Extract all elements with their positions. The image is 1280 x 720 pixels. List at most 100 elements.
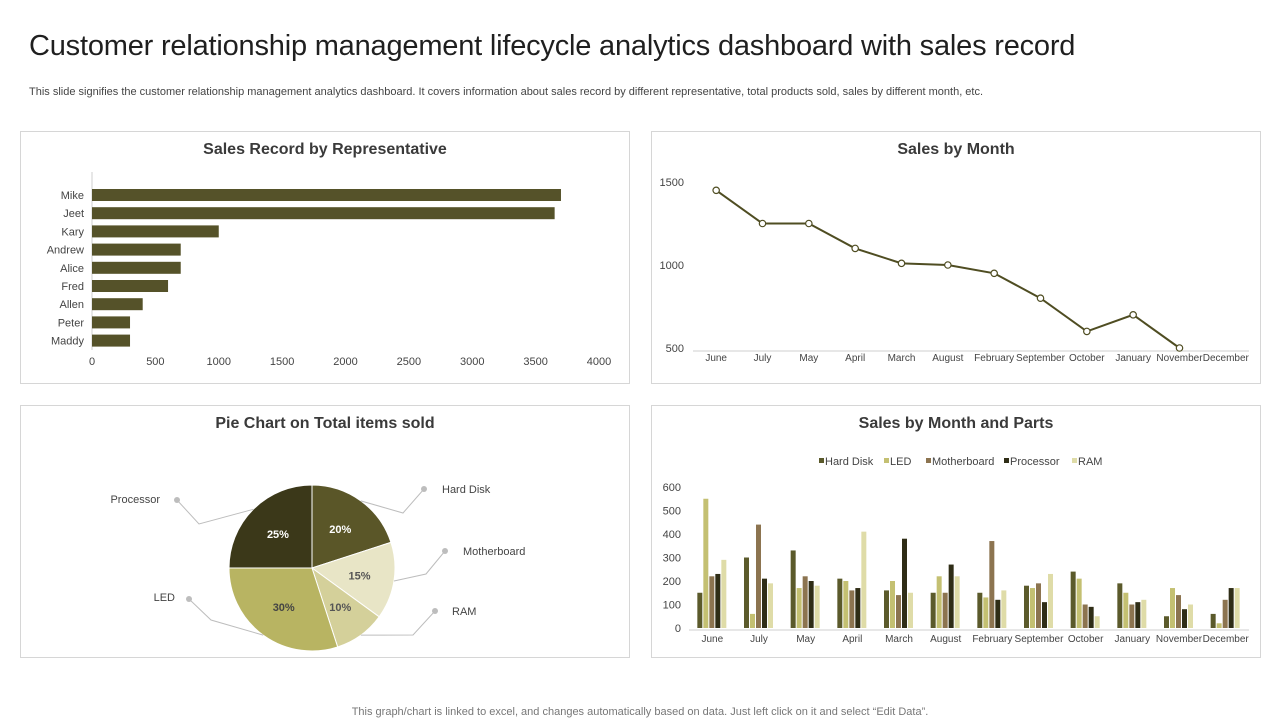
pie-slice-led (228, 567, 339, 652)
x-tick-label: September (1015, 634, 1065, 645)
legend-swatch (926, 458, 931, 463)
bar-kary (92, 225, 219, 238)
x-tick-label: 3000 (460, 356, 484, 368)
bar-peter (92, 316, 131, 329)
y-tick-label: 200 (663, 576, 681, 588)
legend-label: RAM (1078, 456, 1102, 468)
leader-line (188, 598, 264, 636)
x-tick-label: June (701, 634, 723, 645)
rep-bar-chart[interactable]: Mike Jeet Kary Andrew Alice Fred Allen Peter Mad… (21, 132, 629, 383)
bar-processor (1182, 609, 1187, 628)
x-tick-label: March (888, 353, 916, 364)
leader-dot (186, 596, 192, 602)
bar-processor (762, 578, 767, 628)
y-tick-label: 1500 (660, 177, 684, 189)
bar-fred (92, 280, 169, 292)
x-tick-label: May (796, 634, 815, 645)
x-tick-label: 2000 (333, 356, 357, 368)
bar-motherboard (1176, 595, 1181, 628)
page-title: Customer relationship management lifecyc… (29, 30, 1076, 62)
bar-processor (1088, 606, 1094, 628)
bar-andrew (92, 243, 181, 256)
bar-led (843, 581, 849, 628)
bar-led (750, 613, 755, 628)
bar-hard-disk (837, 578, 843, 628)
bar-led (936, 576, 942, 628)
line-point (851, 244, 859, 253)
chart-title: Sales by Month (897, 141, 1015, 158)
bar-led (983, 597, 989, 628)
x-tick-label: July (754, 353, 772, 364)
pie-category-label: LED (154, 592, 175, 604)
bar-motherboard (942, 592, 948, 628)
bar-ram (721, 559, 727, 628)
bar-processor (948, 564, 954, 628)
leader-dot (421, 486, 427, 492)
bar-led (703, 498, 709, 628)
x-tick-label: September (1016, 353, 1066, 364)
panel-month-parts[interactable]: Sales by Month and Parts 0 100 200 300 400 50… (651, 405, 1261, 658)
bar-hard-disk (930, 592, 936, 628)
bar-ram (1048, 573, 1053, 628)
bar-ram (954, 576, 960, 628)
x-tick-label: October (1069, 353, 1105, 364)
line-point (1083, 327, 1091, 336)
x-tick-label: 4000 (587, 356, 611, 368)
panel-sales-by-month[interactable]: Sales by Month 500 1000 1500 June July May Apr… (651, 131, 1261, 384)
bar-processor (1042, 602, 1047, 628)
bar-hard-disk (697, 592, 703, 628)
bar-hard-disk (790, 550, 796, 628)
x-tick-label: 3500 (523, 356, 547, 368)
leader-line (360, 488, 425, 514)
y-tick-label: Allen (60, 299, 84, 311)
bar-allen (92, 298, 143, 311)
panel-sales-by-representative[interactable]: Sales Record by Representative Mike Jeet K… (20, 131, 630, 384)
legend-label: Hard Disk (825, 456, 874, 468)
y-tick-label: 400 (663, 529, 681, 541)
bar-hard-disk (977, 592, 983, 628)
bar-processor (1135, 602, 1141, 628)
bar-hard-disk (1024, 585, 1029, 628)
bar-motherboard (802, 576, 808, 628)
parts-grouped-bar-chart[interactable]: 0 100 200 300 400 500 600 Hard Disk LED Motherboa… (652, 406, 1260, 657)
y-tick-label: 500 (663, 506, 681, 518)
x-tick-label: November (1156, 634, 1203, 645)
bar-processor (715, 573, 721, 628)
y-tick-label: Kary (61, 226, 84, 238)
chart-title: Pie Chart on Total items sold (215, 415, 435, 432)
line-point (805, 219, 813, 228)
x-tick-label: June (705, 353, 727, 364)
legend-label: Motherboard (932, 456, 994, 468)
x-tick-label: November (1156, 353, 1203, 364)
x-tick-label: 0 (89, 356, 95, 368)
chart-title: Sales Record by Representative (203, 141, 447, 158)
x-tick-label: January (1115, 353, 1151, 364)
y-tick-label: 500 (666, 343, 684, 355)
x-tick-label: March (885, 634, 913, 645)
y-tick-label: Fred (61, 281, 84, 293)
bar-led (796, 588, 802, 628)
x-tick-label: July (750, 634, 768, 645)
month-line-chart[interactable]: 500 1000 1500 June July May April March August Fe… (652, 132, 1260, 383)
panel-items-pie[interactable]: Pie Chart on Total items sold 20% 15% 10% 3… (20, 405, 630, 658)
y-tick-label: 1000 (660, 260, 684, 272)
line-point (1036, 294, 1045, 303)
chart-title: Sales by Month and Parts (858, 415, 1054, 432)
pie-value-label: 10% (329, 602, 351, 614)
page-subtitle: This slide signifies the customer relati… (29, 86, 984, 98)
bar-processor (808, 581, 814, 628)
pie-slice-motherboard (310, 541, 396, 618)
items-pie-chart[interactable]: 20% 15% 10% 30% 25% Hard Disk Motherboard RAM LE… (21, 406, 629, 657)
bar-led (1123, 592, 1129, 628)
legend-swatch (884, 458, 889, 463)
x-tick-label: August (930, 634, 961, 645)
y-tick-label: Maddy (51, 336, 85, 348)
x-tick-label: 500 (146, 356, 164, 368)
pie-value-label: 15% (349, 571, 371, 583)
x-tick-label: February (974, 353, 1014, 364)
line-point (758, 219, 767, 228)
bar-led (1216, 623, 1222, 628)
line-point (897, 259, 906, 268)
pie-category-label: Motherboard (463, 546, 525, 558)
y-tick-label: Jeet (63, 208, 84, 220)
